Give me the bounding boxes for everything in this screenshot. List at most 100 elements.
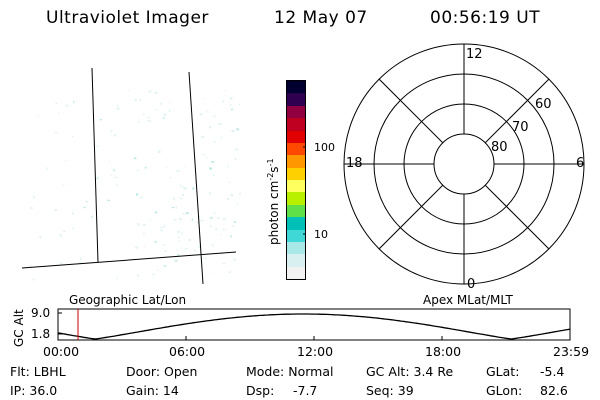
speckle <box>210 225 212 228</box>
speckle <box>169 102 171 104</box>
speckle <box>220 136 222 139</box>
polar-spoke-diag-nw <box>378 78 444 144</box>
speckle <box>154 92 158 94</box>
colorbar-segment <box>287 130 305 143</box>
speckle <box>160 102 162 105</box>
speckle <box>213 212 216 214</box>
speckle <box>174 260 177 263</box>
speckle <box>213 141 216 143</box>
speckle <box>176 170 180 172</box>
speckle <box>116 184 119 186</box>
glon-label: GLon: <box>486 383 523 398</box>
speckle <box>198 215 200 218</box>
speckle <box>134 99 137 102</box>
mlt-label-18: 18 <box>346 156 363 171</box>
speckle <box>158 150 161 153</box>
colorbar-segment <box>287 167 305 180</box>
orbit-ytick-top: 9.0 <box>31 306 51 320</box>
colorbar-segment <box>287 142 305 156</box>
speckle <box>230 108 234 111</box>
polar-spoke-diag-sw <box>378 184 444 250</box>
speckle <box>235 148 238 151</box>
colorbar-segment <box>287 192 305 205</box>
speckle <box>169 176 172 179</box>
meridian-line-left <box>91 67 99 263</box>
orbit-plot-ticks <box>58 312 443 340</box>
speckle <box>201 136 204 138</box>
speckle <box>192 187 195 190</box>
speckle <box>65 104 69 107</box>
door-info: Door: Open <box>126 364 198 379</box>
speckle <box>171 207 175 209</box>
speckle <box>180 232 184 234</box>
speckle <box>222 262 226 264</box>
speckle <box>64 159 67 161</box>
speckle <box>39 235 42 239</box>
colorbar-segment <box>287 254 305 267</box>
speckle <box>72 227 75 230</box>
speckle <box>55 102 58 105</box>
speckle <box>144 166 147 169</box>
speckle <box>116 107 120 110</box>
speckle <box>116 277 118 280</box>
speckle <box>107 199 110 201</box>
speckle <box>199 113 203 116</box>
speckle <box>164 250 167 252</box>
speckle <box>238 104 241 106</box>
speckle <box>85 200 88 203</box>
speckle <box>113 134 117 137</box>
speckle <box>46 167 48 170</box>
mlt-label-12: 12 <box>466 47 483 62</box>
colorbar-segment <box>287 266 305 279</box>
speckle <box>177 236 180 239</box>
speckle <box>218 122 222 125</box>
speckle <box>114 176 118 179</box>
speckle <box>220 234 222 236</box>
glat-label: GLat: <box>486 364 520 379</box>
speckle <box>179 217 182 220</box>
speckle <box>138 121 140 123</box>
speckle <box>209 192 211 195</box>
speckle <box>198 245 201 248</box>
speckle <box>228 181 231 183</box>
colorbar-tick-100: 100 <box>314 141 335 154</box>
speckle <box>32 278 35 281</box>
speckle <box>143 232 145 235</box>
speckle <box>227 165 229 168</box>
orbit-xtick-4: 23:59 <box>553 344 590 359</box>
speckle <box>196 221 200 223</box>
speckle <box>96 177 99 180</box>
speckle <box>62 184 65 186</box>
auroral-speckles <box>30 90 242 281</box>
speckle <box>80 257 82 260</box>
speckle <box>116 105 119 107</box>
colorbar-segment <box>287 105 305 119</box>
speckle <box>163 225 166 228</box>
speckle <box>184 247 188 250</box>
mode-info: Mode: Normal <box>246 364 334 379</box>
speckle <box>211 161 214 163</box>
speckle <box>148 90 152 93</box>
speckle <box>183 166 185 168</box>
colorbar-segment <box>287 204 305 218</box>
speckle <box>216 217 220 219</box>
speckle <box>233 221 237 223</box>
speckle <box>237 203 239 205</box>
speckle <box>108 161 110 163</box>
speckle <box>191 218 193 221</box>
orbit-xtick-0: 00:00 <box>43 344 80 359</box>
speckle <box>148 219 151 221</box>
colorbar <box>286 80 306 280</box>
speckle <box>211 244 214 247</box>
apex-panel-label: Apex MLat/MLT <box>423 293 513 307</box>
glat-value: -5.4 <box>540 364 565 379</box>
orbit-xtick-1: 06:00 <box>169 344 206 359</box>
speckle <box>212 271 214 273</box>
polar-spoke-diag-se <box>484 184 550 250</box>
speckle <box>30 264 32 267</box>
speckle <box>210 217 213 219</box>
speckle <box>186 212 189 214</box>
speckle <box>73 100 75 103</box>
